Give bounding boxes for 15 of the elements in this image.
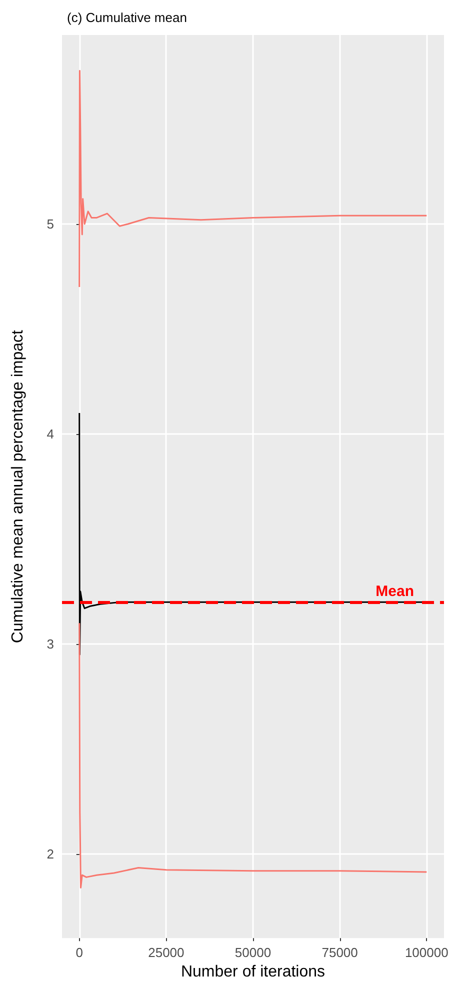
- x-tick-label: 100000: [404, 945, 448, 960]
- y-axis-title: Cumulative mean annual percentage impact: [10, 329, 26, 644]
- line-series: [78, 622, 428, 888]
- x-tick-label: 0: [76, 945, 83, 960]
- y-tick-label: 3: [46, 636, 54, 652]
- x-tick-label: 50000: [234, 945, 272, 960]
- x-tick-label: 25000: [148, 945, 184, 960]
- x-axis-title: Number of iterations: [180, 964, 326, 980]
- y-tick-label: 2: [46, 846, 54, 862]
- ref-line-label: Mean: [376, 583, 414, 600]
- line-series: [78, 70, 428, 288]
- chart-title: (c) Cumulative mean: [67, 10, 187, 25]
- y-tick-label: 4: [46, 426, 54, 442]
- x-tick-label: 75000: [322, 945, 358, 960]
- y-tick-label: 5: [46, 216, 54, 232]
